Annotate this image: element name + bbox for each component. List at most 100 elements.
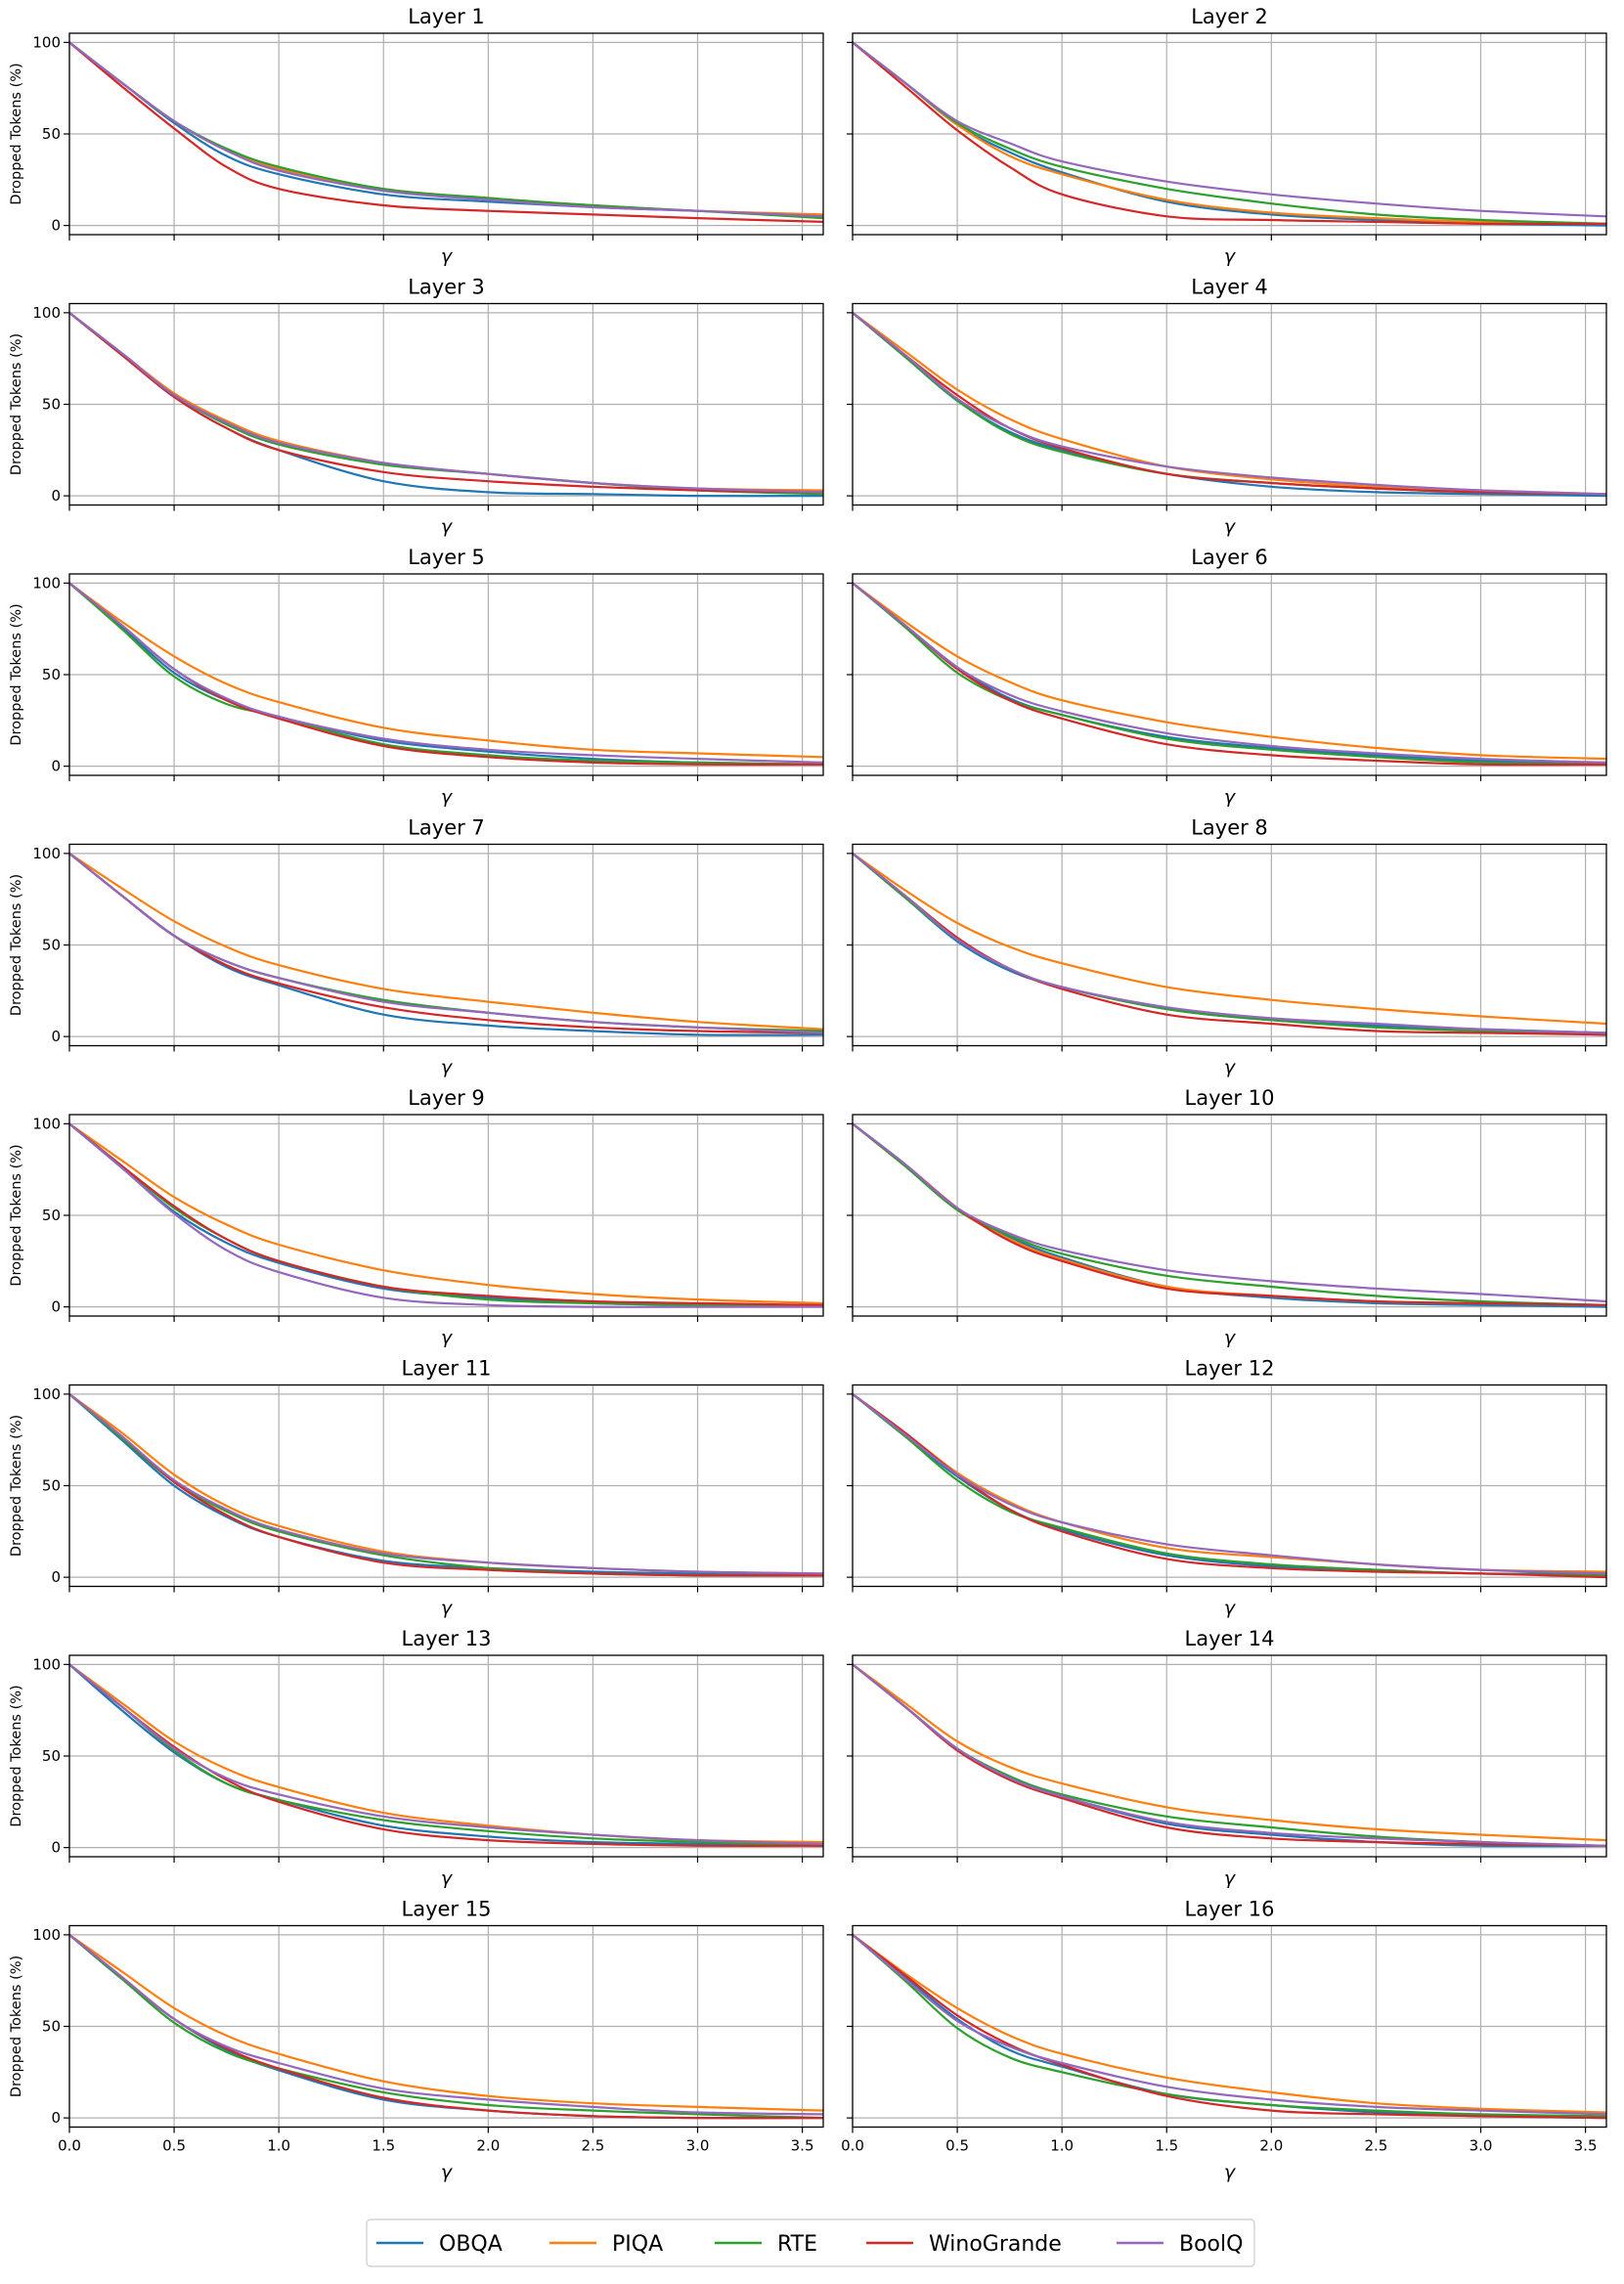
- legend-label: PIQA: [612, 2232, 663, 2257]
- subplot-title: Layer 10: [1185, 1086, 1275, 1110]
- axes-frame: [68, 1654, 824, 1858]
- axes-frame: [852, 1114, 1607, 1317]
- y-tick-label: 0: [51, 1298, 61, 1316]
- series-line-boolq: [853, 41, 1606, 218]
- y-tick-label: 100: [32, 1655, 61, 1673]
- subplot-title: Layer 12: [1185, 1357, 1275, 1381]
- series-line-boolq: [69, 41, 823, 218]
- x-tick-label: 0.5: [945, 2137, 969, 2155]
- subplot-title: Layer 15: [402, 1898, 492, 1921]
- series-line-obqa: [69, 1663, 823, 1847]
- x-axis-label: γ: [1224, 245, 1237, 267]
- x-axis-label: γ: [1224, 786, 1237, 808]
- axes-frame: [852, 1654, 1607, 1858]
- x-axis-label: γ: [441, 2162, 454, 2183]
- series-line-obqa: [69, 41, 823, 218]
- series-line-rte: [69, 1934, 823, 2120]
- series-line-winogrande: [853, 1663, 1606, 1847]
- series-line-boolq: [69, 853, 823, 1034]
- axes-frame: [68, 1924, 824, 2129]
- series-line-winogrande: [853, 312, 1606, 496]
- y-axis-label: Dropped Tokens (%): [9, 1144, 24, 1286]
- legend-item-winogrande: WinoGrande: [866, 2232, 1062, 2257]
- x-axis-label: γ: [1224, 1598, 1237, 1619]
- series-line-winogrande: [69, 41, 823, 223]
- x-axis-label: γ: [441, 1327, 454, 1348]
- series-line-rte: [69, 582, 823, 766]
- y-tick-label: 100: [32, 1926, 61, 1944]
- subplot-layer-13: Layer 13 0 50 100 γ Dropped Tokens (%): [9, 1627, 824, 1889]
- y-axis-label: Dropped Tokens (%): [9, 1415, 24, 1557]
- legend-item-piqa: PIQA: [549, 2232, 663, 2257]
- subplot-title: Layer 5: [408, 546, 485, 569]
- series-line-boolq: [69, 582, 823, 764]
- series-line-boolq: [853, 1393, 1606, 1575]
- subplot-layer-14: Layer 14 γ: [847, 1627, 1607, 1889]
- subplot-title: Layer 2: [1191, 5, 1268, 28]
- legend-label: RTE: [777, 2232, 817, 2257]
- series-line-boolq: [69, 312, 823, 494]
- series-line-rte: [853, 1393, 1606, 1577]
- subplot-layer-5: Layer 5 0 50 100 γ Dropped Tokens (%): [9, 546, 824, 808]
- subplot-layer-1: Layer 1 0 50 100 γ Dropped Tokens (%): [9, 5, 824, 267]
- series-line-rte: [853, 1122, 1606, 1306]
- x-axis-label: γ: [441, 516, 454, 538]
- series-line-boolq: [69, 1122, 823, 1308]
- series-line-piqa: [69, 582, 823, 759]
- y-tick-label: 50: [42, 1477, 61, 1495]
- y-tick-label: 50: [42, 666, 61, 683]
- series-line-winogrande: [69, 1122, 823, 1306]
- subplot-layer-11: Layer 11 0 50 100 γ Dropped Tokens (%): [9, 1357, 824, 1619]
- subplot-layer-15: Layer 15 0.0 0.5 1.0 1.5 2.0 2.5 3.0 3.5 0 50 100 γ D…: [9, 1898, 824, 2183]
- series-line-boolq: [853, 312, 1606, 496]
- subplot-layer-6: Layer 6 γ: [847, 546, 1607, 808]
- subplot-layer-2: Layer 2 γ: [847, 5, 1607, 267]
- x-tick-label: 2.0: [1259, 2137, 1283, 2155]
- subplot-title: Layer 3: [408, 276, 485, 299]
- y-axis-label: Dropped Tokens (%): [9, 1685, 24, 1826]
- subplot-layer-8: Layer 8 γ: [847, 816, 1607, 1078]
- y-tick-label: 50: [42, 2018, 61, 2036]
- y-axis-label: Dropped Tokens (%): [9, 874, 24, 1016]
- series-line-boolq: [69, 1393, 823, 1575]
- series-line-piqa: [853, 582, 1606, 761]
- axes-frame: [852, 1384, 1607, 1588]
- y-tick-label: 100: [32, 1115, 61, 1132]
- y-tick-label: 100: [32, 1385, 61, 1403]
- subplot-title: Layer 16: [1185, 1898, 1275, 1921]
- y-tick-label: 100: [32, 304, 61, 322]
- series-line-winogrande: [853, 41, 1606, 226]
- legend-label: WinoGrande: [929, 2232, 1062, 2257]
- x-tick-label: 1.5: [372, 2137, 395, 2155]
- x-axis-label: γ: [1224, 1867, 1237, 1889]
- series-line-winogrande: [853, 1934, 1606, 2120]
- subplot-layer-12: Layer 12 γ: [847, 1357, 1607, 1619]
- series-line-rte: [853, 582, 1606, 766]
- y-tick-label: 50: [42, 396, 61, 414]
- series-line-rte: [69, 1122, 823, 1307]
- subplot-title: Layer 8: [1191, 816, 1268, 840]
- subplot-layer-7: Layer 7 0 50 100 γ Dropped Tokens (%): [9, 816, 824, 1078]
- subplot-layer-16: Layer 16 0.0 0.5 1.0 1.5 2.0 2.5 3.0 3.5 γ: [841, 1898, 1607, 2183]
- x-tick-label: 2.5: [1364, 2137, 1387, 2155]
- legend-item-rte: RTE: [715, 2232, 817, 2257]
- series-line-piqa: [69, 852, 823, 1031]
- x-tick-label: 2.0: [476, 2137, 500, 2155]
- y-tick-label: 100: [32, 845, 61, 862]
- subplot-title: Layer 11: [402, 1357, 492, 1381]
- axes-frame: [852, 302, 1607, 506]
- subplot-title: Layer 13: [402, 1627, 492, 1650]
- series-line-boolq: [69, 1934, 823, 2116]
- x-tick-label: 1.0: [267, 2137, 290, 2155]
- subplot-layer-3: Layer 3 0 50 100 γ Dropped Tokens (%): [9, 276, 824, 538]
- legend-box: [366, 2218, 1255, 2267]
- series-line-rte: [853, 1934, 1606, 2118]
- series-line-piqa: [69, 1393, 823, 1575]
- axes-frame: [68, 843, 824, 1047]
- axes-frame: [68, 1384, 824, 1588]
- series-line-piqa: [853, 41, 1606, 225]
- x-axis-label: γ: [441, 245, 454, 267]
- x-axis-label: γ: [441, 1598, 454, 1619]
- axes-frame: [852, 843, 1607, 1047]
